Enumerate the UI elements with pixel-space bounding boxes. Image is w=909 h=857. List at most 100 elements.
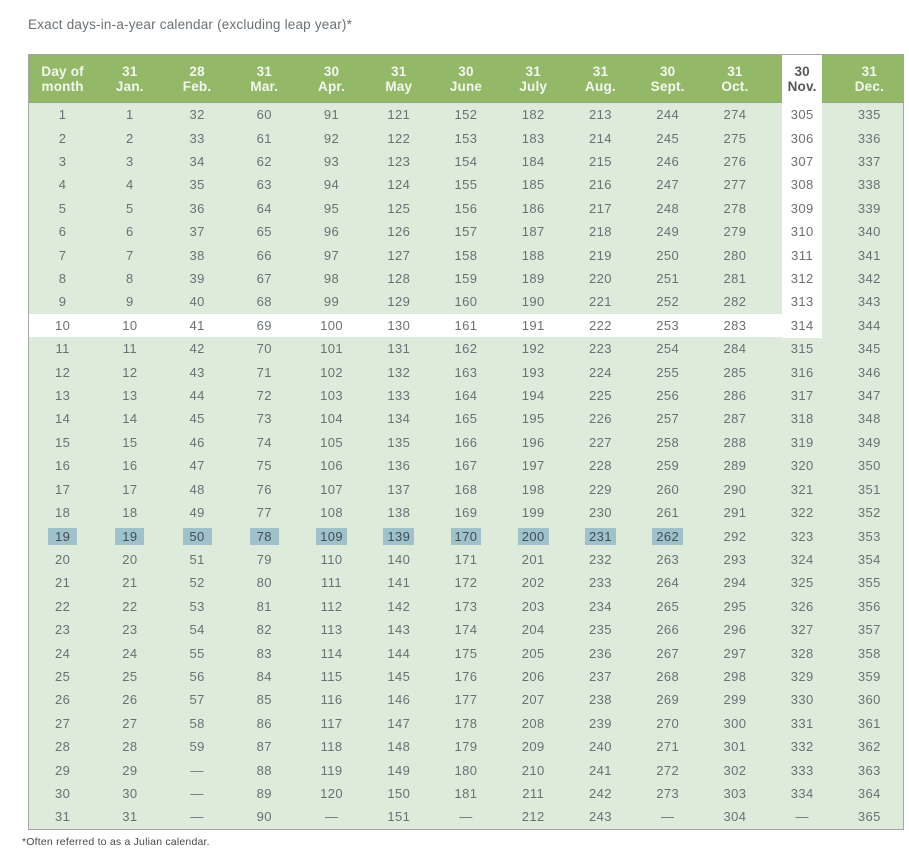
header-dec: 31 Dec. xyxy=(854,63,885,95)
value-cell: 235 xyxy=(589,622,612,638)
value-cell: 52 xyxy=(189,575,205,591)
value-cell: 209 xyxy=(521,739,545,755)
day-cell: 21 xyxy=(54,575,71,591)
value-cell: 78 xyxy=(231,524,298,547)
value-cell: 245 xyxy=(656,130,680,146)
value-cell: 290 xyxy=(723,481,747,497)
value-cell: 99 xyxy=(323,294,340,310)
value-cell: 104 xyxy=(320,411,343,427)
day-cell: 22 xyxy=(54,598,71,614)
value-cell: 317 xyxy=(790,388,814,404)
value-cell: 109 xyxy=(298,524,365,547)
value-cell: 60 xyxy=(256,107,272,123)
value-cell: 70 xyxy=(256,341,272,357)
value-cell: 207 xyxy=(521,692,545,708)
value-cell: 102 xyxy=(320,364,343,380)
value-cell: 136 xyxy=(387,458,411,474)
value-cell: 51 xyxy=(189,551,205,567)
value-cell: 204 xyxy=(521,622,545,638)
value-cell: 349 xyxy=(857,434,881,450)
value-cell: 275 xyxy=(723,130,747,146)
value-cell: 195 xyxy=(521,411,545,427)
day-cell: 12 xyxy=(54,364,71,380)
day-cell: 28 xyxy=(54,739,71,755)
value-cell: 57 xyxy=(189,692,205,708)
value-cell: 143 xyxy=(387,622,411,638)
value-cell: 293 xyxy=(723,551,747,567)
value-cell: 178 xyxy=(454,715,478,731)
value-cell: 272 xyxy=(656,762,680,778)
value-cell: 286 xyxy=(723,388,747,404)
value-cell: 150 xyxy=(387,785,411,801)
value-cell: 68 xyxy=(256,294,272,310)
value-cell: 311 xyxy=(791,247,814,263)
value-cell: 80 xyxy=(256,575,272,591)
value-cell: 53 xyxy=(189,598,205,614)
value-cell: 128 xyxy=(387,271,411,287)
value-cell: 257 xyxy=(656,411,680,427)
value-cell: 335 xyxy=(857,107,881,123)
value-cell: 351 xyxy=(857,481,881,497)
value-cell: 175 xyxy=(454,645,478,661)
value-cell: 358 xyxy=(857,645,881,661)
value-cell: 199 xyxy=(521,505,545,521)
value-cell: 115 xyxy=(320,668,343,684)
value-cell: 166 xyxy=(454,434,478,450)
day-cell: 7 xyxy=(58,247,67,263)
value-cell: 216 xyxy=(589,177,612,193)
value-cell: 326 xyxy=(790,598,814,614)
value-cell: 147 xyxy=(387,715,411,731)
table-body: 1 1 32 60 91 121 152 182 213 244 274 305 335 2 2 33 61 92… xyxy=(29,103,903,829)
value-cell: 73 xyxy=(256,411,272,427)
value-cell: 362 xyxy=(857,739,881,755)
value-cell: 84 xyxy=(256,668,272,684)
value-cell: 268 xyxy=(656,668,680,684)
value-cell: 225 xyxy=(589,388,612,404)
value-cell: 227 xyxy=(589,434,612,450)
highlighted-value: 19 xyxy=(48,527,78,545)
value-cell: 152 xyxy=(454,107,478,123)
value-cell: 350 xyxy=(857,458,881,474)
value-cell: 35 xyxy=(189,177,205,193)
value-cell: 309 xyxy=(790,200,814,216)
value-cell: 255 xyxy=(656,364,680,380)
header-mar: 31 Mar. xyxy=(250,63,279,95)
day-cell: 11 xyxy=(55,341,70,357)
value-cell: 2 xyxy=(126,130,134,146)
value-cell: 8 xyxy=(126,271,134,287)
value-cell: 184 xyxy=(521,154,545,170)
value-cell: 192 xyxy=(521,341,545,357)
value-cell: 180 xyxy=(454,762,478,778)
value-cell: 321 xyxy=(790,481,814,497)
value-cell: 75 xyxy=(256,458,272,474)
value-cell: — xyxy=(795,809,809,825)
value-cell: 328 xyxy=(790,645,814,661)
value-cell: 226 xyxy=(589,411,612,427)
value-cell: 198 xyxy=(521,481,545,497)
value-cell: 339 xyxy=(857,200,881,216)
value-cell: 85 xyxy=(256,692,272,708)
value-cell: 96 xyxy=(323,224,340,240)
value-cell: 173 xyxy=(454,598,478,614)
value-cell: 164 xyxy=(454,388,478,404)
value-cell: 300 xyxy=(723,715,747,731)
day-cell: 15 xyxy=(54,434,71,450)
value-cell: 278 xyxy=(723,200,747,216)
value-cell: 312 xyxy=(790,271,814,287)
value-cell: 163 xyxy=(454,364,478,380)
value-cell: 38 xyxy=(189,247,205,263)
value-cell: 265 xyxy=(656,598,680,614)
value-cell: 17 xyxy=(122,481,138,497)
value-cell: 219 xyxy=(589,247,612,263)
value-cell: — xyxy=(459,809,473,825)
value-cell: 194 xyxy=(521,388,545,404)
value-cell: 338 xyxy=(857,177,881,193)
value-cell: 107 xyxy=(320,481,343,497)
value-cell: 24 xyxy=(122,645,138,661)
value-cell: 65 xyxy=(256,224,272,240)
value-cell: 282 xyxy=(723,294,747,310)
value-cell: 334 xyxy=(790,785,814,801)
value-cell: 291 xyxy=(723,505,747,521)
value-cell: 295 xyxy=(723,598,747,614)
value-cell: 106 xyxy=(320,458,343,474)
